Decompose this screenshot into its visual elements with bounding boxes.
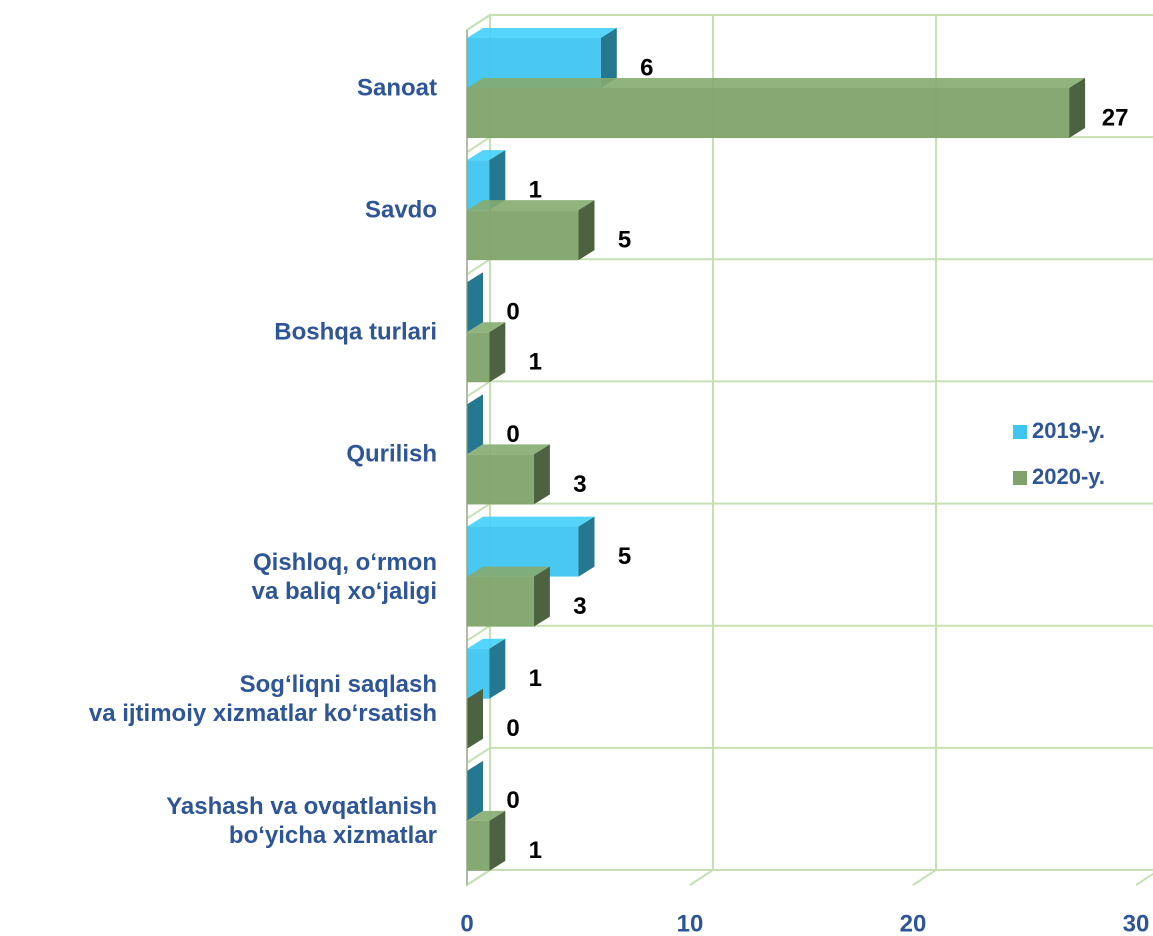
legend-label: 2019-y. bbox=[1032, 418, 1105, 443]
y-tick-label: Sanoat bbox=[356, 74, 437, 102]
bar-top bbox=[467, 78, 1086, 88]
value-label: 5 bbox=[618, 543, 631, 570]
bar-side bbox=[489, 150, 506, 211]
bar-side bbox=[533, 444, 550, 505]
x-tick-label: 10 bbox=[677, 910, 704, 936]
legend-label: 2020-y. bbox=[1032, 464, 1105, 489]
bar bbox=[467, 210, 579, 261]
x-tick-label: 20 bbox=[900, 910, 927, 936]
grid-line-h bbox=[466, 380, 1153, 398]
bar-top bbox=[467, 516, 595, 527]
value-label: 1 bbox=[529, 349, 542, 376]
legend-swatch bbox=[1013, 425, 1027, 439]
bar-side bbox=[489, 638, 506, 699]
y-tick-label: Qishloq, o‘rmon va baliq xo‘jaligi bbox=[251, 548, 437, 605]
grid-line-h bbox=[466, 14, 1153, 31]
bar bbox=[467, 454, 534, 505]
bar-top bbox=[467, 444, 550, 455]
y-tick-label: Savdo bbox=[364, 196, 437, 224]
grid-line-h bbox=[466, 869, 1153, 886]
bar-side bbox=[489, 810, 506, 871]
legend-swatch bbox=[1013, 471, 1027, 485]
y-tick-label: Boshqa turlari bbox=[274, 318, 437, 346]
grid-line bbox=[1135, 872, 1153, 886]
bar-side bbox=[578, 516, 595, 577]
grid-line bbox=[912, 15, 937, 886]
bar-top bbox=[467, 638, 506, 649]
bar-side bbox=[1069, 78, 1086, 138]
value-label: 3 bbox=[573, 471, 586, 498]
bar-side bbox=[489, 322, 506, 383]
grid-line bbox=[689, 15, 714, 886]
value-label: 6 bbox=[640, 54, 653, 81]
value-label: 0 bbox=[506, 787, 519, 814]
bar-top bbox=[467, 150, 506, 161]
bar bbox=[467, 332, 490, 383]
grid-line-h bbox=[466, 624, 1153, 642]
y-tick-label: Qurilish bbox=[346, 440, 437, 468]
value-label: 5 bbox=[618, 226, 631, 253]
y-tick-label: Sog‘liqni saqlash va ijtimoiy xizmatlar … bbox=[88, 670, 437, 727]
grid-line-h bbox=[466, 746, 1153, 764]
value-label: 0 bbox=[506, 421, 519, 448]
bar-side bbox=[600, 28, 617, 88]
bar-side bbox=[467, 272, 483, 333]
bar bbox=[467, 88, 1070, 138]
value-label: 1 bbox=[529, 665, 542, 692]
y-tick-label: Yashash va ovqatlanish bo‘yicha xizmatla… bbox=[166, 792, 437, 849]
bar-side bbox=[467, 688, 483, 749]
value-label: 1 bbox=[529, 837, 542, 864]
value-label: 3 bbox=[573, 593, 586, 620]
x-tick-label: 30 bbox=[1123, 910, 1150, 936]
bar-side bbox=[533, 566, 550, 627]
bar bbox=[467, 160, 490, 211]
grid-line-h bbox=[466, 136, 1153, 153]
bar-side bbox=[467, 394, 483, 455]
bar-top bbox=[467, 200, 595, 211]
grid-line-h bbox=[466, 502, 1153, 520]
value-label: 0 bbox=[506, 715, 519, 742]
value-label: 0 bbox=[506, 299, 519, 326]
x-tick-label: 0 bbox=[460, 910, 473, 936]
bar bbox=[467, 820, 490, 871]
value-label: 27 bbox=[1102, 104, 1129, 131]
bar-side bbox=[467, 760, 483, 821]
bar bbox=[467, 576, 534, 627]
value-label: 1 bbox=[529, 176, 542, 203]
bar bbox=[467, 648, 490, 699]
bar-top bbox=[467, 28, 617, 38]
bar-top bbox=[467, 322, 506, 333]
bar-top bbox=[467, 566, 550, 577]
bar-top bbox=[467, 810, 506, 821]
grid-line-h bbox=[466, 258, 1153, 276]
bar-side bbox=[578, 200, 595, 261]
